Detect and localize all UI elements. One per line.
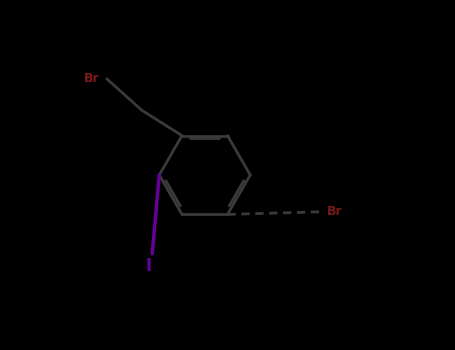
Text: I: I	[146, 257, 152, 275]
Text: Br: Br	[84, 72, 100, 85]
Text: Br: Br	[327, 205, 343, 218]
